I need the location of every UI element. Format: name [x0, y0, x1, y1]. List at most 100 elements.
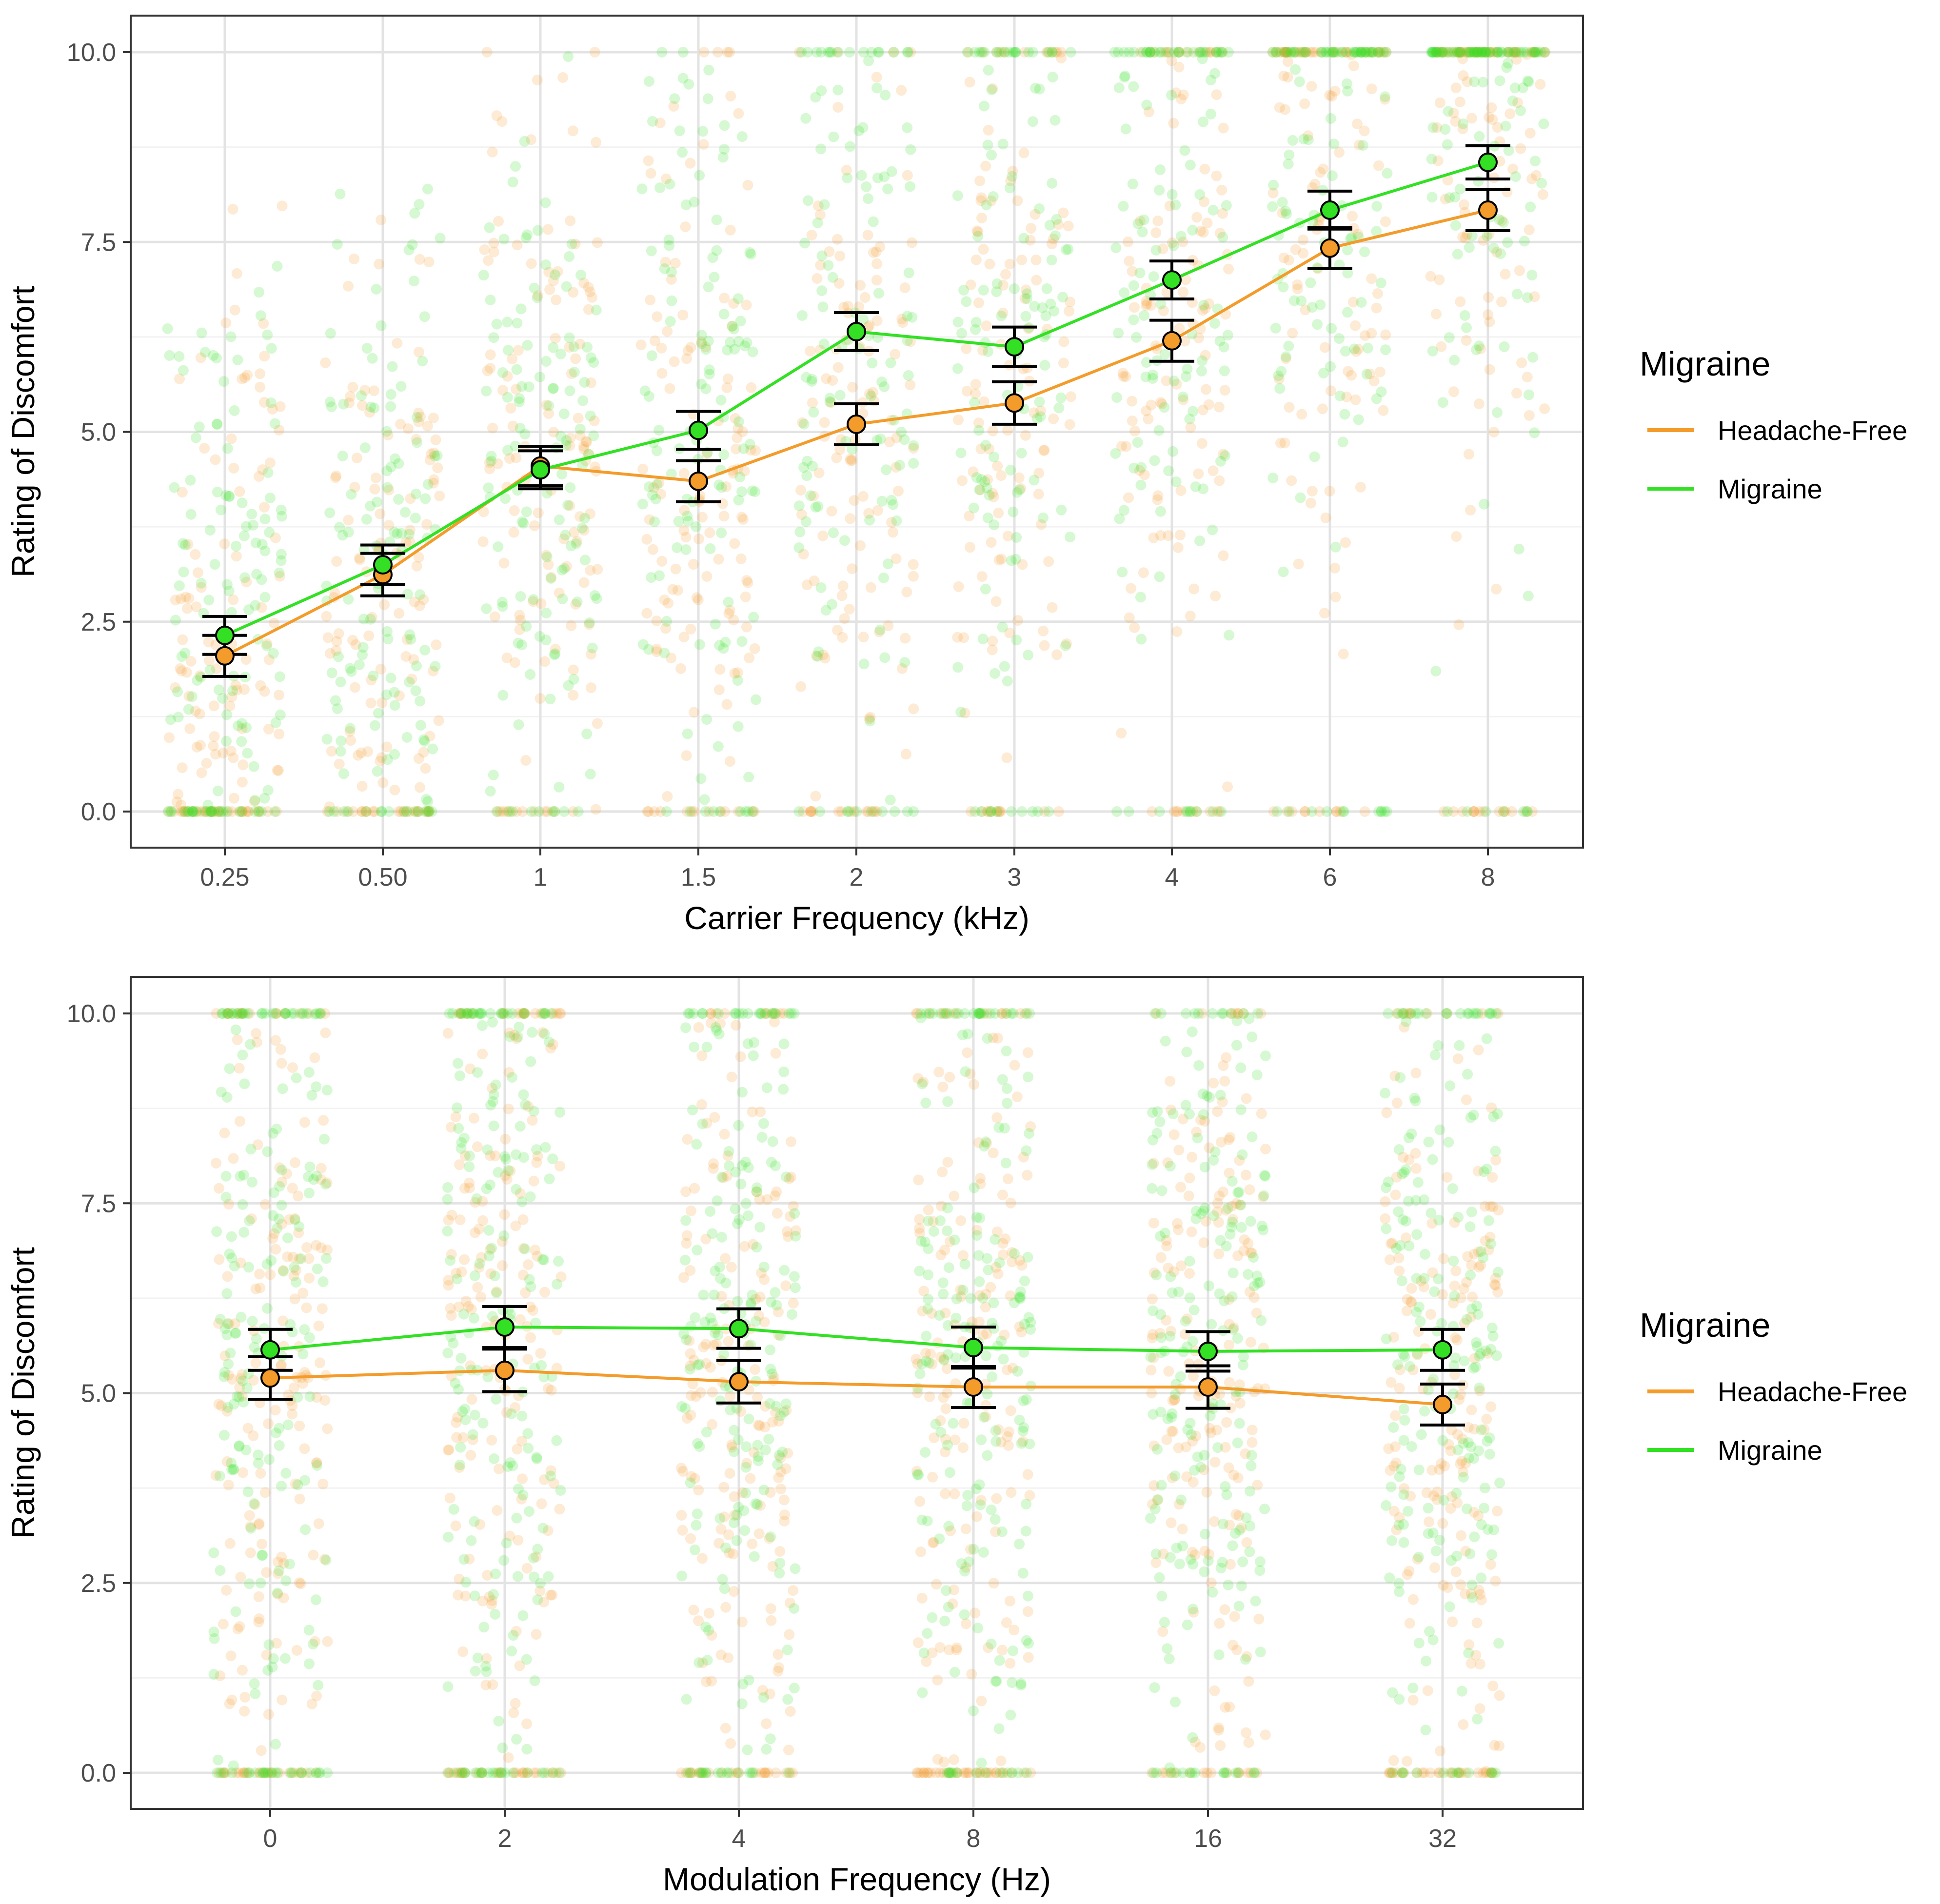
raw-rating-point	[726, 1767, 737, 1778]
raw-rating-point	[296, 1767, 307, 1778]
raw-rating-point	[1309, 178, 1321, 190]
raw-rating-point	[475, 1252, 487, 1263]
raw-rating-point	[547, 1153, 558, 1165]
raw-rating-point	[757, 1685, 768, 1696]
raw-rating-point	[1423, 1136, 1434, 1148]
raw-rating-point	[301, 1242, 313, 1253]
raw-rating-point	[1215, 1740, 1226, 1751]
raw-rating-point	[1437, 1518, 1448, 1529]
raw-rating-point	[1177, 1524, 1188, 1535]
raw-rating-point	[701, 1041, 713, 1052]
raw-rating-point	[551, 1363, 562, 1374]
raw-rating-point	[697, 1008, 708, 1019]
raw-rating-point	[491, 1394, 502, 1405]
raw-rating-point	[1227, 1216, 1238, 1228]
raw-rating-point	[1331, 806, 1342, 817]
raw-rating-point	[966, 806, 976, 817]
raw-rating-point	[274, 567, 285, 578]
raw-rating-point	[513, 1008, 524, 1019]
raw-rating-point	[383, 519, 395, 531]
raw-rating-point	[1023, 1638, 1034, 1649]
raw-rating-point	[1021, 1394, 1032, 1405]
raw-rating-point	[842, 300, 853, 312]
raw-rating-point	[501, 653, 513, 663]
raw-rating-point	[1049, 306, 1060, 317]
raw-rating-point	[1455, 1579, 1466, 1590]
raw-rating-point	[1472, 47, 1483, 58]
raw-rating-point	[911, 1353, 922, 1365]
raw-rating-point	[291, 1265, 302, 1276]
raw-rating-point	[457, 1767, 468, 1778]
raw-rating-point	[700, 1767, 711, 1778]
raw-rating-point	[1410, 1095, 1421, 1107]
raw-rating-point	[1171, 378, 1182, 390]
raw-rating-point	[590, 804, 601, 815]
mean-point-headache-free	[847, 414, 866, 434]
raw-rating-point	[974, 1212, 986, 1224]
raw-rating-point	[858, 314, 869, 325]
raw-rating-point	[360, 806, 372, 817]
raw-rating-point	[1118, 200, 1129, 212]
raw-rating-point	[1166, 90, 1177, 100]
raw-rating-point	[281, 1168, 292, 1179]
raw-rating-point	[1237, 1149, 1248, 1160]
raw-rating-point	[964, 77, 975, 88]
raw-rating-point	[326, 401, 337, 412]
raw-rating-point	[1479, 1503, 1490, 1514]
raw-rating-point	[649, 516, 660, 527]
raw-rating-point	[1492, 1267, 1504, 1278]
raw-rating-point	[1006, 1008, 1017, 1019]
raw-rating-point	[458, 1309, 469, 1320]
raw-rating-point	[1445, 1503, 1456, 1514]
raw-rating-point	[1466, 1303, 1477, 1314]
raw-rating-point	[726, 1071, 737, 1083]
raw-rating-point	[938, 1289, 949, 1300]
raw-rating-point	[1449, 1280, 1460, 1291]
raw-rating-point	[455, 1008, 466, 1019]
raw-rating-point	[970, 1607, 981, 1619]
raw-rating-point	[664, 240, 675, 251]
raw-rating-point	[1138, 567, 1149, 578]
raw-rating-point	[249, 794, 260, 806]
raw-rating-point	[907, 312, 918, 323]
raw-rating-point	[855, 279, 866, 291]
raw-rating-point	[223, 1479, 234, 1490]
raw-rating-point	[963, 1556, 974, 1567]
raw-rating-point	[256, 602, 267, 613]
raw-rating-point	[816, 85, 827, 96]
raw-rating-point	[521, 506, 532, 517]
raw-rating-point	[1175, 485, 1187, 496]
raw-rating-point	[902, 311, 913, 322]
raw-rating-point	[1378, 405, 1389, 416]
raw-rating-point	[1395, 1072, 1406, 1083]
raw-rating-point	[225, 745, 237, 756]
raw-rating-point	[826, 506, 837, 516]
raw-rating-point	[794, 47, 805, 58]
raw-rating-point	[714, 664, 726, 675]
raw-rating-point	[183, 593, 195, 604]
raw-rating-point	[228, 1760, 239, 1771]
raw-rating-point	[1442, 806, 1453, 817]
raw-rating-point	[254, 1518, 265, 1529]
raw-rating-point	[426, 448, 437, 459]
raw-rating-point	[1273, 370, 1284, 381]
raw-rating-point	[1495, 248, 1506, 259]
raw-rating-point	[1154, 1116, 1166, 1128]
raw-rating-point	[1061, 638, 1072, 649]
raw-rating-point	[896, 314, 908, 325]
raw-rating-point	[462, 1008, 474, 1019]
raw-rating-point	[1498, 806, 1509, 817]
raw-rating-point	[269, 806, 280, 817]
raw-rating-point	[241, 1382, 253, 1393]
raw-rating-point	[1047, 47, 1058, 58]
raw-rating-point	[293, 1767, 304, 1778]
raw-rating-point	[299, 1324, 310, 1335]
raw-rating-point	[1245, 1486, 1255, 1497]
raw-rating-point	[1462, 76, 1473, 87]
raw-rating-point	[507, 806, 518, 817]
raw-rating-point	[255, 1468, 266, 1479]
raw-rating-point	[479, 244, 490, 255]
raw-rating-point	[515, 615, 526, 626]
raw-rating-point	[303, 1658, 315, 1669]
raw-rating-point	[1002, 1364, 1012, 1375]
